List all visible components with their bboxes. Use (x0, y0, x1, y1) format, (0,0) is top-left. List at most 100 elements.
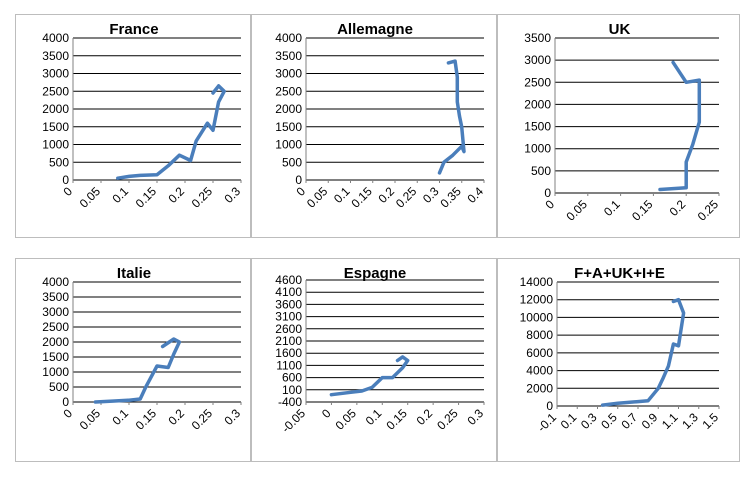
y-tick-label: 1500 (42, 350, 69, 364)
x-tick-label: 0.3 (578, 410, 600, 432)
x-tick-label: 0.3 (464, 406, 486, 428)
y-tick-label: 0 (546, 399, 553, 413)
x-tick-label: 0.2 (667, 197, 689, 219)
y-tick-label: 2500 (275, 84, 302, 98)
x-tick-label: 0.2 (414, 406, 436, 428)
y-tick-label: 2100 (275, 334, 302, 348)
y-tick-label: 3100 (275, 310, 302, 324)
x-tick-label: 0.25 (695, 197, 722, 224)
y-tick-label: 0 (62, 173, 69, 187)
y-tick-label: 3000 (42, 67, 69, 81)
chart-panel-total: F+A+UK+I+E 0 2000 4000 6000 8000 10000 12000 140… (497, 258, 740, 462)
y-tick-label: 1000 (42, 365, 69, 379)
x-tick-label: 0.1 (109, 406, 131, 428)
y-tick-label: 2500 (524, 75, 551, 89)
x-tick-label: 1.5 (699, 410, 721, 432)
y-tick-label: 0 (295, 173, 302, 187)
x-tick-label: 0.1 (601, 197, 623, 219)
y-tick-label: 600 (282, 371, 302, 385)
x-tick-label: 0.1 (109, 184, 131, 206)
y-tick-label: 12000 (520, 293, 554, 307)
y-tick-label: 3500 (524, 31, 551, 45)
x-tick-label: -0.05 (279, 406, 308, 435)
x-tick-label: 0.05 (333, 406, 360, 433)
chart-title: UK (609, 21, 631, 38)
x-tick-label: 0.05 (77, 184, 104, 211)
series-line (116, 84, 226, 180)
y-tick-label: -400 (278, 395, 302, 409)
y-tick-label: 3000 (275, 67, 302, 81)
chart-panel-france: France 0 500 1000 1500 2000 2500 3000 3500 4000 0 0… (15, 14, 251, 238)
chart-title: France (109, 21, 158, 38)
chart-panel-italie: Italie 0 500 1000 1500 2000 2500 3000 3500 4000 0 0… (15, 258, 251, 462)
x-tick-label: 0.15 (629, 197, 656, 224)
y-tick-label: 2500 (42, 84, 69, 98)
x-tick-label: 0.3 (221, 406, 243, 428)
y-tick-label: 1600 (275, 346, 302, 360)
y-tick-label: 3500 (275, 49, 302, 63)
y-tick-label: 100 (282, 383, 302, 397)
y-tick-label: 3000 (524, 53, 551, 67)
y-tick-label: 1000 (42, 138, 69, 152)
x-tick-label: 1.3 (679, 410, 701, 432)
x-tick-label: -0.1 (535, 410, 560, 435)
y-tick-label: 500 (49, 380, 69, 394)
y-tick-label: 4000 (275, 31, 302, 45)
y-tick-label: 2000 (42, 102, 69, 116)
y-tick-label: 3600 (275, 297, 302, 311)
y-tick-label: 1500 (42, 120, 69, 134)
x-tick-label: 0.05 (564, 197, 591, 224)
y-tick-label: 14000 (520, 275, 554, 289)
y-tick-label: 6000 (526, 346, 553, 360)
y-tick-label: 4000 (526, 364, 553, 378)
y-tick-label: 4000 (42, 275, 69, 289)
y-tick-label: 3000 (42, 305, 69, 319)
x-tick-label: 0.1 (558, 410, 580, 432)
x-tick-label: 0.7 (618, 410, 640, 432)
chart-title: F+A+UK+I+E (574, 265, 665, 282)
x-tick-label: 0.25 (189, 184, 216, 211)
chart-allemagne: Allemagne 0 500 1000 1500 2000 2500 3000 3500 400… (275, 21, 486, 211)
chart-panel-espagne: Espagne -400 100 600 1100 1600 2100 2600 3100 360… (251, 258, 497, 462)
y-tick-label: 500 (282, 155, 302, 169)
x-tick-label: 0.35 (437, 184, 464, 211)
x-tick-label: 0.25 (434, 406, 461, 433)
x-tick-label: 0.2 (165, 184, 187, 206)
x-tick-label: 0 (319, 406, 334, 421)
x-tick-label: 0.1 (363, 406, 385, 428)
series-line (600, 297, 686, 407)
x-tick-label: 0.2 (165, 406, 187, 428)
y-tick-label: 2000 (524, 97, 551, 111)
series-line (93, 337, 182, 404)
y-tick-label: 1100 (276, 358, 302, 372)
x-tick-label: 0.15 (133, 184, 160, 211)
x-tick-label: 0.15 (383, 406, 410, 433)
y-tick-label: 2600 (275, 322, 302, 336)
series-line (329, 355, 410, 397)
y-tick-label: 4100 (275, 285, 302, 299)
chart-panel-allemagne: Allemagne 0 500 1000 1500 2000 2500 3000 3500 400… (251, 14, 497, 238)
y-tick-label: 3500 (42, 49, 69, 63)
y-tick-label: 3500 (42, 290, 69, 304)
y-tick-label: 1000 (275, 138, 302, 152)
x-tick-label: 0.25 (393, 184, 420, 211)
y-tick-label: 1000 (524, 142, 551, 156)
chart-title: Italie (117, 265, 151, 282)
y-tick-label: 4000 (42, 31, 69, 45)
y-tick-label: 2000 (42, 335, 69, 349)
y-tick-label: 1500 (524, 120, 551, 134)
x-tick-label: 0.3 (221, 184, 243, 206)
x-tick-label: 0.05 (77, 406, 104, 433)
x-tick-label: 0.4 (464, 184, 486, 206)
y-tick-label: 0 (544, 186, 551, 200)
y-tick-label: 4600 (275, 273, 302, 287)
x-tick-label: 0.05 (304, 184, 331, 211)
chart-title: Espagne (344, 265, 407, 282)
series-line (437, 59, 466, 175)
y-tick-label: 500 (49, 155, 69, 169)
series-line (658, 60, 702, 192)
y-tick-label: 1500 (275, 120, 302, 134)
